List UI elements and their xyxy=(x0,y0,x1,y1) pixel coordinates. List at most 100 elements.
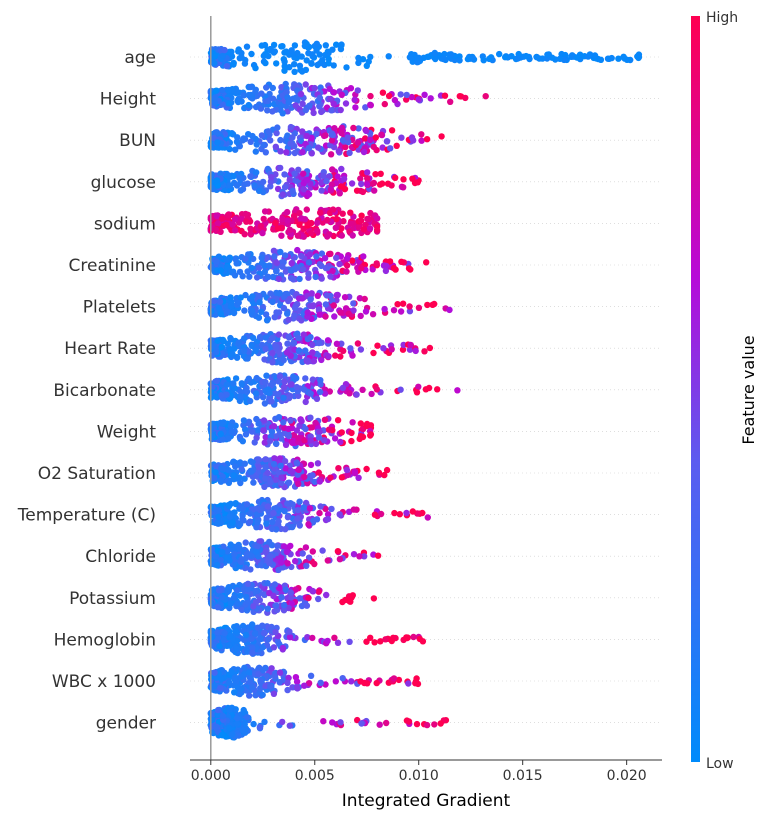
data-point xyxy=(391,509,398,517)
data-point xyxy=(277,148,284,155)
data-point xyxy=(289,134,296,141)
data-point xyxy=(380,345,387,352)
data-point xyxy=(288,381,295,388)
data-point xyxy=(215,507,223,514)
data-point xyxy=(259,644,266,651)
data-point xyxy=(243,388,251,395)
data-point xyxy=(239,438,246,445)
data-point xyxy=(311,560,318,568)
data-point xyxy=(376,181,384,188)
data-point xyxy=(421,348,428,355)
data-point xyxy=(298,252,305,260)
data-point xyxy=(586,51,594,58)
colorbar-title: Feature value xyxy=(739,335,758,444)
data-point xyxy=(245,101,252,109)
data-point xyxy=(321,390,329,397)
data-point xyxy=(296,221,303,228)
data-point xyxy=(248,635,255,642)
data-point xyxy=(268,174,275,181)
colorbar-low-label: Low xyxy=(706,756,734,772)
data-point xyxy=(305,259,313,266)
data-point xyxy=(410,137,417,144)
data-point xyxy=(227,334,234,342)
data-point xyxy=(353,391,360,398)
data-point xyxy=(293,383,300,391)
data-point xyxy=(235,98,242,106)
data-point xyxy=(331,313,338,320)
data-point xyxy=(307,296,314,303)
data-point xyxy=(418,131,425,138)
data-point xyxy=(291,68,298,76)
data-point xyxy=(266,262,273,269)
data-point xyxy=(294,49,301,57)
data-point xyxy=(263,520,270,527)
data-point xyxy=(330,100,337,108)
data-point xyxy=(224,256,231,263)
data-point xyxy=(299,128,306,135)
data-point xyxy=(238,465,245,473)
data-point xyxy=(280,394,287,401)
data-point xyxy=(292,102,299,109)
data-point xyxy=(262,456,269,463)
data-point xyxy=(334,173,341,180)
data-point xyxy=(342,143,349,151)
data-point xyxy=(284,431,291,438)
data-point xyxy=(257,634,264,642)
data-point xyxy=(232,500,239,507)
data-point xyxy=(302,544,310,551)
data-point xyxy=(363,127,370,135)
data-point xyxy=(347,85,355,92)
feature-label: Platelets xyxy=(83,298,156,318)
data-point xyxy=(385,92,393,100)
data-point xyxy=(486,55,493,63)
data-point xyxy=(287,140,294,147)
data-point xyxy=(255,187,263,194)
data-point xyxy=(309,472,316,479)
data-point xyxy=(306,251,314,258)
data-point xyxy=(226,130,234,137)
data-point xyxy=(406,308,414,315)
data-point xyxy=(380,262,388,269)
data-point xyxy=(403,91,410,99)
data-point xyxy=(415,96,422,103)
data-point xyxy=(406,346,414,353)
x-axis-title: Integrated Gradient xyxy=(342,791,511,811)
data-point xyxy=(406,54,414,61)
data-point xyxy=(591,52,599,59)
data-point xyxy=(328,505,335,513)
data-point xyxy=(324,216,331,224)
data-point xyxy=(209,432,216,440)
data-point xyxy=(270,460,278,468)
data-point xyxy=(434,386,441,393)
data-point xyxy=(211,669,218,676)
data-point xyxy=(291,60,298,68)
data-point xyxy=(634,53,641,60)
data-point xyxy=(302,425,309,433)
data-point xyxy=(324,557,331,564)
data-point xyxy=(261,400,269,407)
data-point xyxy=(213,87,220,94)
data-point xyxy=(345,310,352,317)
data-point xyxy=(231,674,238,681)
data-point xyxy=(278,594,285,601)
data-point xyxy=(240,417,248,424)
data-point xyxy=(262,378,269,386)
data-point xyxy=(223,302,230,309)
data-point xyxy=(246,518,254,525)
feature-label: Creatinine xyxy=(69,256,156,276)
data-point xyxy=(623,56,631,63)
data-point xyxy=(299,148,306,156)
data-point xyxy=(218,731,226,739)
data-point xyxy=(208,546,216,553)
data-point xyxy=(343,466,351,474)
data-point xyxy=(322,132,329,139)
data-point xyxy=(371,639,378,646)
data-point xyxy=(270,690,278,697)
feature-label: O2 Saturation xyxy=(38,464,156,484)
data-point xyxy=(556,55,564,62)
data-point xyxy=(303,602,311,609)
data-point xyxy=(480,57,487,64)
data-point xyxy=(343,262,351,269)
data-point xyxy=(320,437,328,444)
data-point xyxy=(276,289,283,297)
